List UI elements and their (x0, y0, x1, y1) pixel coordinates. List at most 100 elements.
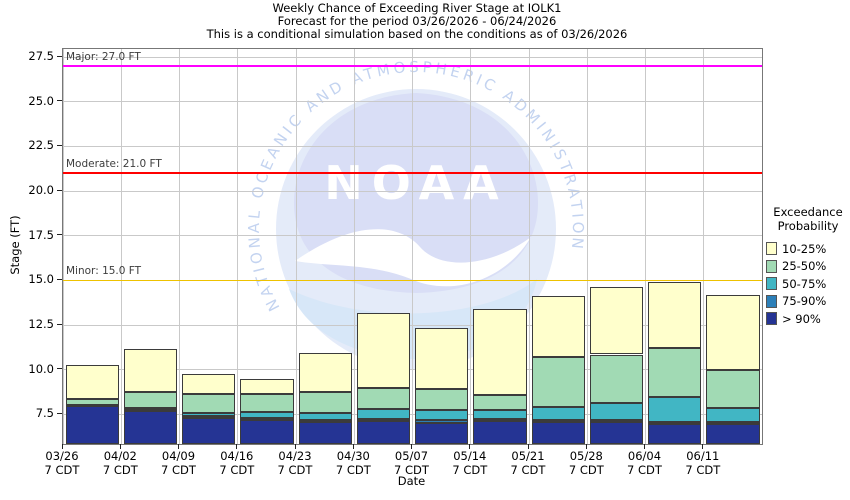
threshold-label-major: Major: 27.0 FT (66, 51, 141, 63)
bar-segment-p10_25 (240, 378, 294, 394)
x-tick-label-date: 05/14 (453, 449, 487, 463)
x-tick-label-time: 7 CDT (452, 462, 488, 477)
bar-segment-p25_50 (356, 388, 410, 409)
bar-segment-p50_75 (182, 413, 236, 417)
bar-segment-p50_75 (706, 408, 760, 422)
x-tick-mark (294, 444, 296, 449)
y-tick-label: 27.5 (28, 49, 54, 63)
legend-swatch-icon (766, 259, 777, 273)
y-tick-mark (57, 189, 62, 191)
legend-entry-label: > 90% (782, 311, 821, 326)
bar-segment-gt90 (589, 422, 643, 444)
y-tick-label: 20.0 (28, 183, 54, 197)
bar-segment-p75_90 (706, 421, 760, 424)
bar-layer (63, 49, 762, 444)
y-tick-label: 12.5 (28, 317, 54, 331)
legend-entry: > 90% (766, 310, 850, 328)
x-gridline (237, 49, 239, 444)
x-tick-label-date: 05/21 (511, 449, 545, 463)
x-tick-mark (236, 444, 238, 449)
legend-swatch-icon (766, 242, 777, 256)
bar-segment-p75_90 (356, 418, 410, 421)
x-tick-label-date: 06/11 (686, 449, 720, 463)
x-tick-label-time: 7 CDT (44, 462, 80, 477)
bar-segment-p10_25 (415, 327, 469, 390)
legend-swatch-icon (766, 312, 777, 326)
x-gridline (63, 49, 64, 444)
y-tick-mark (57, 55, 62, 57)
x-gridline (528, 49, 530, 444)
bar-segment-p10_25 (648, 282, 702, 349)
bar-segment-p10_25 (298, 352, 352, 392)
legend: Exceedance Probability 10-25% 25-50% 50-75… (766, 205, 850, 328)
x-tick-mark (644, 444, 645, 449)
legend-entry-label: 50-75% (782, 276, 827, 291)
bar-segment-p10_25 (531, 296, 585, 358)
y-tick-label: 10.0 (28, 361, 54, 376)
x-gridline (645, 49, 646, 444)
threshold-line-major (63, 65, 762, 67)
bar-segment-p50_75 (123, 408, 177, 411)
bar-segment-p75_90 (298, 420, 352, 423)
x-tick-mark (61, 444, 63, 449)
x-tick-label-time: 7 CDT (627, 462, 662, 477)
x-tick-label-date: 05/07 (394, 449, 429, 463)
x-tick-label-time: 7 CDT (394, 462, 429, 477)
bar-segment-p75_90 (240, 417, 294, 420)
x-tick-label-time: 7 CDT (510, 462, 546, 477)
bar-segment-p10_25 (123, 349, 177, 392)
bar-segment-p10_25 (182, 374, 236, 394)
y-tick-mark (57, 234, 62, 236)
bar-segment-gt90 (182, 417, 236, 444)
chart-title-block: Weekly Chance of Exceeding River Stage a… (0, 2, 834, 41)
y-tick-label: 25.0 (28, 93, 54, 108)
bar-segment-p25_50 (473, 394, 527, 410)
y-tick-mark (57, 278, 62, 280)
x-tick-mark (352, 444, 354, 449)
y-tick-mark (57, 412, 62, 414)
x-tick-label-time: 7 CDT (685, 462, 721, 477)
bar-segment-p10_25 (65, 365, 119, 400)
chart-title-line1: Weekly Chance of Exceeding River Stage a… (272, 1, 562, 15)
x-tick-mark (527, 444, 529, 449)
x-tick-mark (585, 444, 587, 449)
bar-segment-p25_50 (531, 357, 585, 408)
y-tick-label: 17.5 (28, 227, 54, 242)
bar-segment-p10_25 (473, 308, 527, 395)
bar-segment-p50_75 (298, 413, 352, 421)
legend-entry: 75-90% (766, 293, 850, 311)
threshold-label-moderate: Moderate: 21.0 FT (66, 158, 162, 171)
legend-title-line1: Exceedance (773, 205, 843, 219)
bar-segment-p50_75 (356, 408, 410, 419)
bar-segment-gt90 (415, 422, 469, 444)
bar-segment-gt90 (123, 410, 177, 444)
threshold-layer: Major: 27.0 FT Moderate: 21.0 FT Minor: 15… (63, 49, 762, 444)
y-tick-label: 15.0 (28, 272, 54, 287)
bar-segment-p25_50 (706, 369, 760, 409)
x-gridline (412, 49, 413, 444)
x-tick-label-time: 7 CDT (568, 462, 604, 477)
y-tick-mark (57, 144, 62, 146)
bar-segment-p25_50 (298, 392, 352, 414)
x-tick-label-time: 7 CDT (277, 462, 313, 477)
threshold-line-minor (63, 279, 762, 282)
noaa-watermark: NATIONAL OCEANIC AND ATMOSPHERIC ADMINIS… (245, 58, 584, 369)
x-tick-label-time: 7 CDT (335, 462, 371, 477)
x-tick-label-time: 7 CDT (102, 462, 138, 477)
y-tick-mark (57, 368, 62, 370)
threshold-label-minor: Minor: 15.0 FT (66, 265, 142, 278)
x-tick-label-date: 04/16 (220, 449, 254, 463)
legend-entry: 10-25% (766, 240, 850, 258)
bar-segment-gt90 (65, 406, 119, 444)
x-gridline (120, 49, 122, 444)
y-tick-label: 7.5 (35, 406, 54, 421)
bar-segment-p25_50 (240, 393, 294, 412)
x-tick-label-date: 04/30 (336, 449, 370, 463)
bar-segment-p50_75 (65, 404, 119, 407)
x-tick-mark (119, 444, 121, 449)
x-gridline (353, 49, 355, 444)
x-tick-label-date: 04/23 (278, 449, 312, 463)
bar-segment-gt90 (298, 422, 352, 444)
x-tick-label-time: 7 CDT (219, 462, 255, 477)
bar-segment-p25_50 (182, 393, 236, 414)
